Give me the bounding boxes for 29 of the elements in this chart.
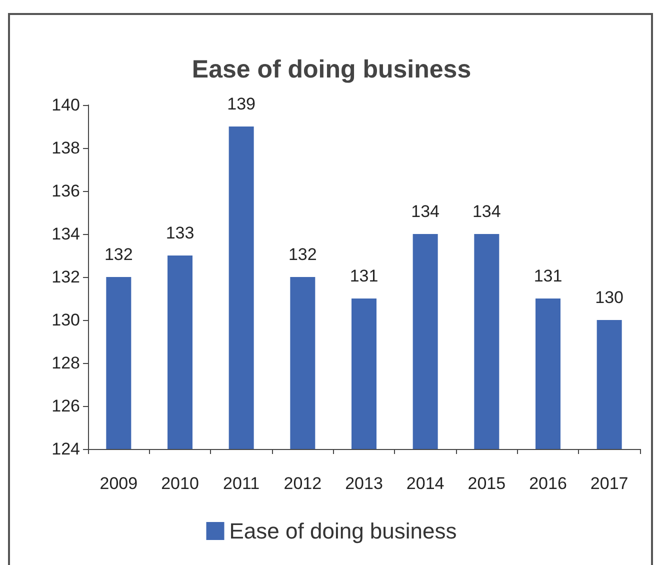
data-label: 134 <box>411 202 440 221</box>
x-tick-label: 2015 <box>468 474 506 493</box>
data-label: 131 <box>534 266 562 286</box>
data-label: 131 <box>350 266 378 286</box>
y-tick-label: 140 <box>52 96 80 114</box>
y-tick-label: 128 <box>52 354 80 372</box>
chart-title: Ease of doing business <box>192 56 472 84</box>
y-tick-label: 124 <box>52 440 80 458</box>
data-label: 132 <box>288 245 317 264</box>
x-tick-label: 2009 <box>100 474 138 493</box>
x-tick-label: 2010 <box>161 474 199 493</box>
data-label: 132 <box>104 245 133 264</box>
y-tick-label: 134 <box>52 224 80 244</box>
x-tick-label: 2011 <box>223 474 260 493</box>
y-tick-label: 126 <box>52 396 80 416</box>
y-tick-label: 136 <box>52 182 80 200</box>
x-tick-label: 2017 <box>590 474 628 493</box>
y-tick-label: 138 <box>52 138 80 158</box>
data-label: 139 <box>227 94 256 114</box>
data-label: 133 <box>166 224 194 242</box>
data-label: 134 <box>472 202 501 221</box>
x-tick-label: 2013 <box>345 474 383 493</box>
x-tick-label: 2012 <box>284 474 322 493</box>
y-tick-label: 130 <box>52 310 80 330</box>
y-tick-label: 132 <box>52 268 80 286</box>
x-tick-label: 2014 <box>406 474 444 493</box>
x-tick-label: 2016 <box>529 474 567 493</box>
data-label: 130 <box>595 288 624 307</box>
legend-label: Ease of doing business <box>229 518 457 544</box>
